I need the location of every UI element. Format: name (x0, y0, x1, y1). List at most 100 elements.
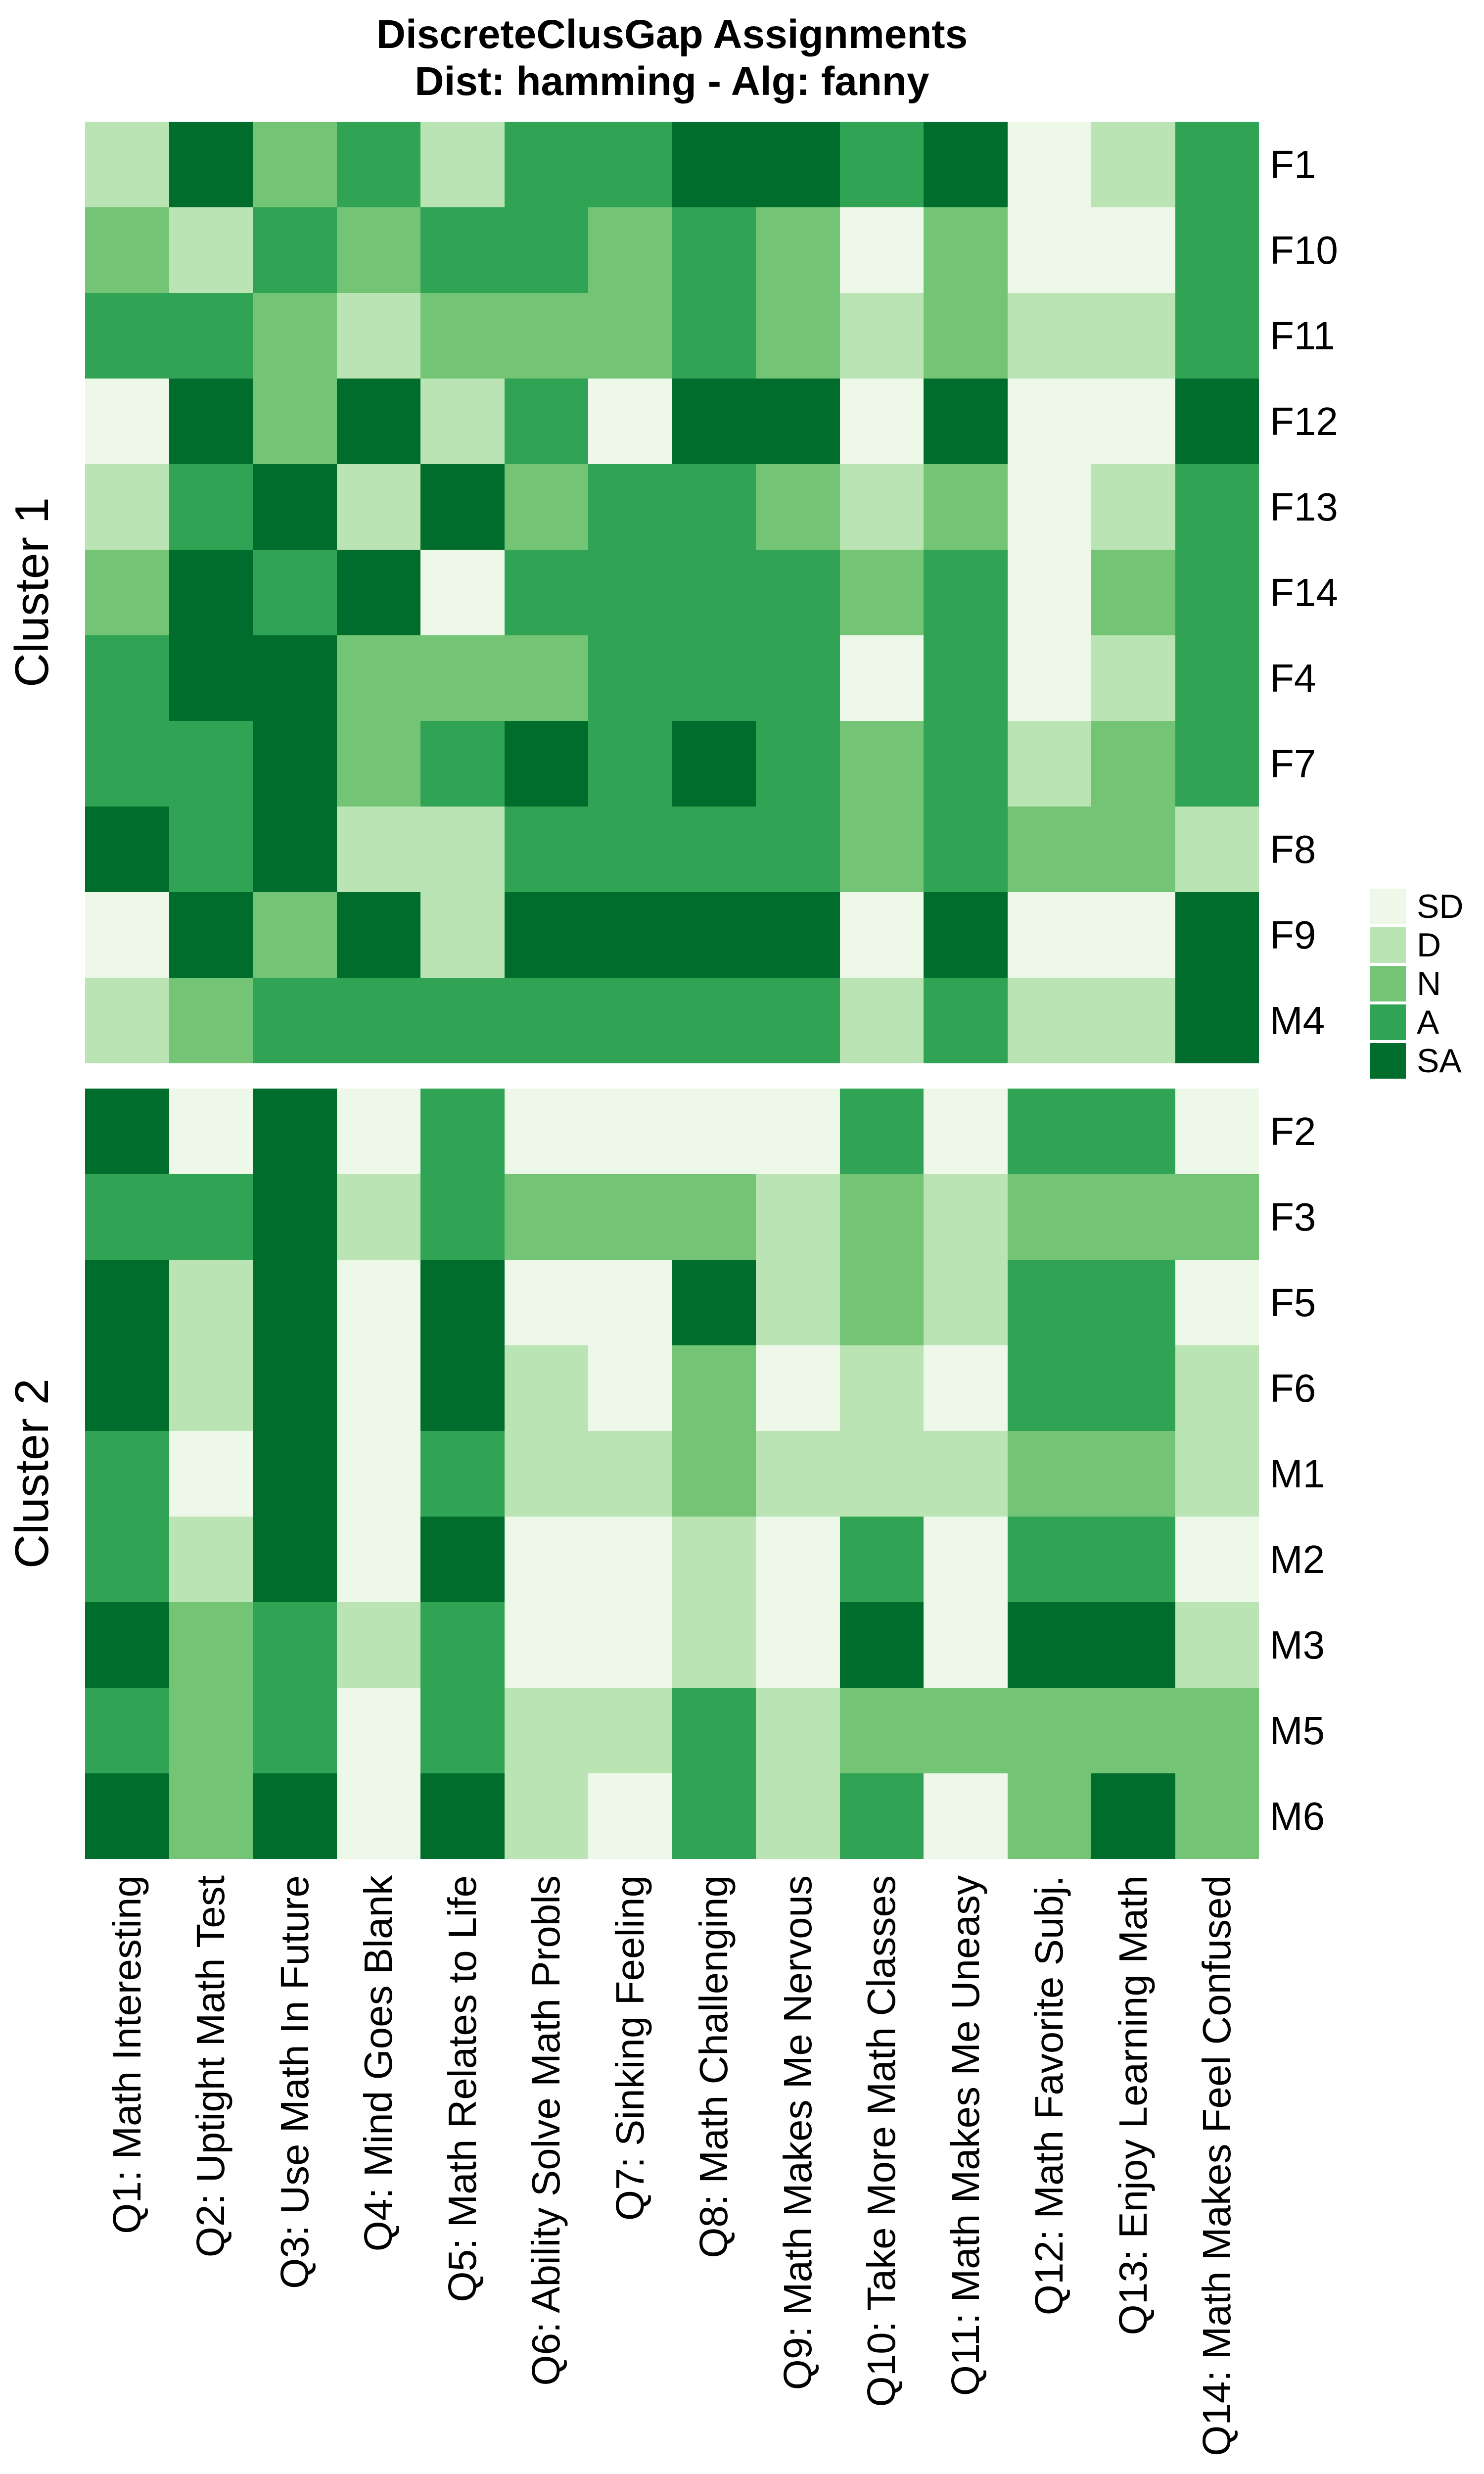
cell-F12-Q14 (1175, 379, 1259, 464)
cell-F13-Q4 (336, 464, 420, 550)
cell-M1-Q8 (672, 1431, 756, 1517)
cell-F12-Q13 (1091, 379, 1175, 464)
row-label-M5: M5 (1270, 1708, 1325, 1753)
cluster-label-2: Cluster 2 (5, 1089, 59, 1859)
cell-F2-Q1 (85, 1089, 169, 1174)
cell-F10-Q1 (85, 207, 169, 293)
heatmap-row-F6 (85, 1345, 1259, 1431)
legend-item-N: N (1370, 965, 1463, 1002)
cell-F9-Q4 (336, 892, 420, 978)
cell-F6-Q12 (1007, 1345, 1091, 1431)
cell-F4-Q2 (169, 635, 253, 721)
cell-M5-Q7 (588, 1688, 672, 1773)
cell-F13-Q3 (253, 464, 337, 550)
cell-F5-Q1 (85, 1260, 169, 1345)
row-label-M3: M3 (1270, 1622, 1325, 1667)
cell-F5-Q14 (1175, 1260, 1259, 1345)
cell-M2-Q9 (756, 1517, 840, 1602)
cell-M6-Q2 (169, 1773, 253, 1859)
cell-F1-Q14 (1175, 122, 1259, 207)
cell-F12-Q3 (253, 379, 337, 464)
legend-label-SA: SA (1417, 1042, 1462, 1080)
cell-F12-Q1 (85, 379, 169, 464)
cell-M1-Q1 (85, 1431, 169, 1517)
cell-M3-Q13 (1091, 1602, 1175, 1688)
cell-F4-Q8 (672, 635, 756, 721)
cell-M6-Q3 (253, 1773, 337, 1859)
cell-F9-Q2 (169, 892, 253, 978)
cell-F7-Q1 (85, 721, 169, 807)
cell-M4-Q7 (588, 978, 672, 1063)
x-axis-label-text: Q2: Uptight Math Test (188, 1875, 233, 2258)
cell-F7-Q14 (1175, 721, 1259, 807)
cell-F12-Q9 (756, 379, 840, 464)
cell-F7-Q11 (924, 721, 1008, 807)
cell-F11-Q11 (924, 293, 1008, 379)
cell-F8-Q12 (1007, 807, 1091, 892)
cell-F9-Q14 (1175, 892, 1259, 978)
cell-F5-Q7 (588, 1260, 672, 1345)
cell-F2-Q2 (169, 1089, 253, 1174)
cell-F7-Q9 (756, 721, 840, 807)
cell-F11-Q6 (504, 293, 588, 379)
cell-M2-Q2 (169, 1517, 253, 1602)
cell-F8-Q13 (1091, 807, 1175, 892)
cell-M4-Q13 (1091, 978, 1175, 1063)
cell-M5-Q5 (420, 1688, 505, 1773)
cell-F10-Q2 (169, 207, 253, 293)
x-axis-label-text: Q13: Enjoy Learning Math (1111, 1875, 1155, 2335)
heatmap-row-M4 (85, 978, 1259, 1063)
row-label-F12: F12 (1270, 399, 1338, 443)
cell-F12-Q10 (839, 379, 924, 464)
cell-F2-Q7 (588, 1089, 672, 1174)
heatmap-row-F12 (85, 379, 1259, 464)
cell-F13-Q11 (924, 464, 1008, 550)
cell-M5-Q8 (672, 1688, 756, 1773)
cell-F5-Q12 (1007, 1260, 1091, 1345)
cell-F14-Q5 (420, 550, 505, 635)
cell-F4-Q6 (504, 635, 588, 721)
cell-M1-Q14 (1175, 1431, 1259, 1517)
cell-F1-Q8 (672, 122, 756, 207)
cell-F8-Q1 (85, 807, 169, 892)
cell-F6-Q14 (1175, 1345, 1259, 1431)
cell-F2-Q13 (1091, 1089, 1175, 1174)
cell-F8-Q9 (756, 807, 840, 892)
cell-F11-Q12 (1007, 293, 1091, 379)
cell-F13-Q10 (839, 464, 924, 550)
cell-F12-Q8 (672, 379, 756, 464)
cell-F7-Q4 (336, 721, 420, 807)
cell-F1-Q13 (1091, 122, 1175, 207)
cell-F14-Q3 (253, 550, 337, 635)
cell-F9-Q1 (85, 892, 169, 978)
cell-F1-Q7 (588, 122, 672, 207)
cell-F2-Q10 (839, 1089, 924, 1174)
row-label-M4: M4 (1270, 998, 1325, 1043)
x-axis-label-text: Q14: Math Makes Feel Confused (1195, 1875, 1239, 2456)
cell-F7-Q7 (588, 721, 672, 807)
heatmap-row-M6 (85, 1773, 1259, 1859)
cell-M1-Q4 (336, 1431, 420, 1517)
cell-F4-Q13 (1091, 635, 1175, 721)
legend: SD D N A SA (1370, 888, 1463, 1082)
cell-F1-Q1 (85, 122, 169, 207)
x-axis-label-Q8: Q8: Math Challenging (692, 1875, 736, 2474)
cell-F10-Q12 (1007, 207, 1091, 293)
heatmap-row-F4 (85, 635, 1259, 721)
cell-M3-Q7 (588, 1602, 672, 1688)
cell-F9-Q11 (924, 892, 1008, 978)
cell-F2-Q6 (504, 1089, 588, 1174)
heatmap-row-F5 (85, 1260, 1259, 1345)
cell-M6-Q12 (1007, 1773, 1091, 1859)
cell-F8-Q14 (1175, 807, 1259, 892)
cell-F10-Q5 (420, 207, 505, 293)
cell-M1-Q9 (756, 1431, 840, 1517)
row-label-F9: F9 (1270, 912, 1316, 957)
cell-F14-Q1 (85, 550, 169, 635)
cell-M4-Q11 (924, 978, 1008, 1063)
cell-F12-Q4 (336, 379, 420, 464)
cell-F7-Q2 (169, 721, 253, 807)
cell-F13-Q14 (1175, 464, 1259, 550)
cell-M5-Q1 (85, 1688, 169, 1773)
